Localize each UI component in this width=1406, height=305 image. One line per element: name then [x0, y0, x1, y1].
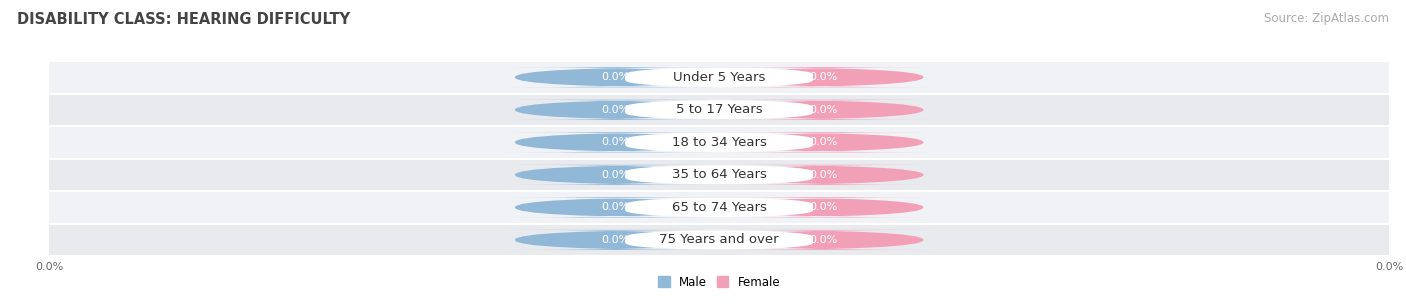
Text: 0.0%: 0.0%	[602, 235, 630, 245]
Text: 0.0%: 0.0%	[808, 203, 837, 212]
Text: 75 Years and over: 75 Years and over	[659, 233, 779, 246]
Text: 0.0%: 0.0%	[808, 137, 837, 147]
Bar	[49, 61, 1389, 94]
Legend: Male, Female: Male, Female	[654, 271, 785, 293]
FancyBboxPatch shape	[716, 67, 931, 87]
Text: 18 to 34 Years: 18 to 34 Years	[672, 136, 766, 149]
Bar	[49, 94, 1389, 126]
FancyBboxPatch shape	[508, 132, 723, 152]
FancyBboxPatch shape	[508, 100, 723, 120]
Bar	[49, 191, 1389, 224]
Text: Source: ZipAtlas.com: Source: ZipAtlas.com	[1264, 12, 1389, 25]
Text: 0.0%: 0.0%	[602, 137, 630, 147]
Text: 0.0%: 0.0%	[808, 170, 837, 180]
Text: 0.0%: 0.0%	[808, 235, 837, 245]
Text: DISABILITY CLASS: HEARING DIFFICULTY: DISABILITY CLASS: HEARING DIFFICULTY	[17, 12, 350, 27]
Bar	[49, 224, 1389, 256]
FancyBboxPatch shape	[508, 197, 723, 217]
FancyBboxPatch shape	[716, 165, 931, 185]
FancyBboxPatch shape	[508, 230, 723, 250]
Text: Under 5 Years: Under 5 Years	[673, 71, 765, 84]
Text: 0.0%: 0.0%	[602, 72, 630, 82]
Text: 65 to 74 Years: 65 to 74 Years	[672, 201, 766, 214]
FancyBboxPatch shape	[626, 67, 813, 87]
Bar	[49, 126, 1389, 159]
FancyBboxPatch shape	[716, 132, 931, 152]
FancyBboxPatch shape	[626, 197, 813, 217]
FancyBboxPatch shape	[626, 230, 813, 250]
FancyBboxPatch shape	[508, 165, 723, 185]
FancyBboxPatch shape	[626, 165, 813, 185]
Text: 0.0%: 0.0%	[602, 203, 630, 212]
Text: 5 to 17 Years: 5 to 17 Years	[676, 103, 762, 116]
Text: 0.0%: 0.0%	[602, 105, 630, 115]
FancyBboxPatch shape	[626, 132, 813, 152]
FancyBboxPatch shape	[716, 230, 931, 250]
FancyBboxPatch shape	[508, 67, 723, 87]
FancyBboxPatch shape	[626, 100, 813, 120]
Text: 0.0%: 0.0%	[602, 170, 630, 180]
FancyBboxPatch shape	[716, 100, 931, 120]
Bar	[49, 159, 1389, 191]
Text: 0.0%: 0.0%	[808, 105, 837, 115]
Text: 35 to 64 Years: 35 to 64 Years	[672, 168, 766, 181]
FancyBboxPatch shape	[716, 197, 931, 217]
Text: 0.0%: 0.0%	[808, 72, 837, 82]
